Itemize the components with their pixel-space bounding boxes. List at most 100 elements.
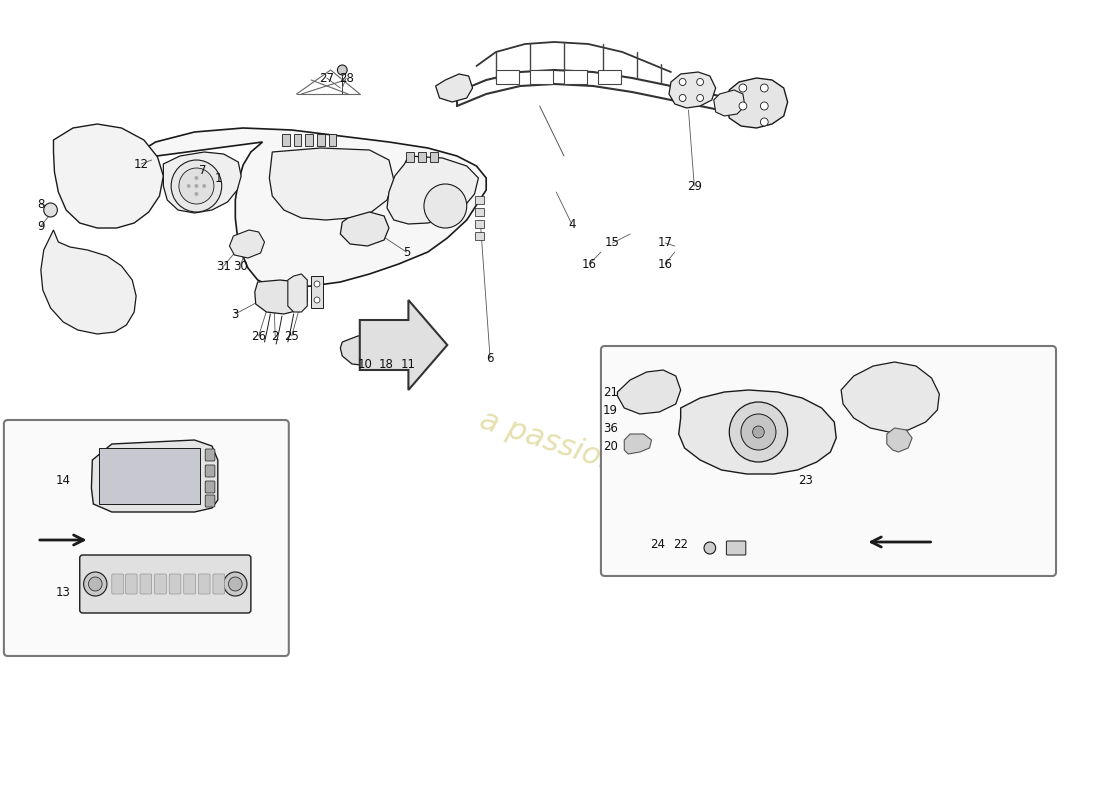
Polygon shape (436, 74, 473, 102)
Circle shape (696, 78, 704, 86)
Text: 17: 17 (658, 237, 672, 250)
Circle shape (424, 184, 466, 228)
Text: 11: 11 (400, 358, 416, 371)
FancyBboxPatch shape (317, 134, 324, 146)
Text: 18: 18 (378, 358, 394, 371)
Circle shape (741, 414, 776, 450)
Polygon shape (164, 152, 241, 213)
Circle shape (729, 402, 788, 462)
Text: 12: 12 (133, 158, 148, 170)
FancyBboxPatch shape (474, 220, 484, 228)
Text: arts: arts (826, 386, 1050, 483)
Text: Europ: Europ (661, 371, 990, 469)
Polygon shape (714, 90, 745, 116)
FancyBboxPatch shape (294, 134, 301, 146)
Text: 4: 4 (568, 218, 575, 230)
Circle shape (195, 192, 198, 196)
Text: 16: 16 (582, 258, 597, 270)
Text: 8: 8 (37, 198, 44, 210)
Circle shape (760, 118, 768, 126)
Text: 15: 15 (605, 237, 620, 250)
Polygon shape (126, 128, 486, 288)
FancyBboxPatch shape (206, 481, 214, 493)
Text: 20: 20 (603, 439, 618, 453)
FancyBboxPatch shape (430, 152, 438, 162)
Circle shape (739, 84, 747, 92)
Text: a passion for parts since 1985: a passion for parts since 1985 (476, 405, 924, 575)
Circle shape (195, 176, 198, 180)
FancyBboxPatch shape (496, 70, 519, 84)
Polygon shape (617, 370, 681, 414)
FancyBboxPatch shape (282, 134, 289, 146)
Text: 3: 3 (232, 307, 239, 321)
Polygon shape (288, 274, 307, 312)
FancyBboxPatch shape (598, 70, 622, 84)
Circle shape (315, 297, 320, 303)
Polygon shape (725, 78, 788, 128)
FancyBboxPatch shape (112, 574, 123, 594)
FancyBboxPatch shape (564, 70, 587, 84)
Polygon shape (41, 230, 136, 334)
Circle shape (338, 65, 348, 75)
Text: 7: 7 (198, 165, 206, 178)
FancyBboxPatch shape (474, 232, 484, 240)
FancyBboxPatch shape (198, 574, 210, 594)
Circle shape (187, 184, 190, 188)
FancyBboxPatch shape (206, 465, 214, 477)
Text: 6: 6 (486, 351, 494, 365)
Circle shape (760, 102, 768, 110)
Text: 29: 29 (686, 179, 702, 193)
FancyBboxPatch shape (311, 276, 322, 308)
Text: 5: 5 (403, 246, 410, 258)
FancyBboxPatch shape (125, 574, 138, 594)
Circle shape (202, 184, 206, 188)
FancyBboxPatch shape (99, 448, 200, 504)
Text: 19: 19 (603, 403, 618, 417)
Circle shape (315, 281, 320, 287)
Circle shape (679, 78, 686, 86)
Text: 10: 10 (358, 358, 372, 371)
Circle shape (752, 426, 764, 438)
FancyBboxPatch shape (474, 196, 484, 204)
FancyBboxPatch shape (474, 208, 484, 216)
FancyBboxPatch shape (206, 495, 214, 507)
FancyBboxPatch shape (601, 346, 1056, 576)
Polygon shape (270, 148, 394, 220)
Text: 25: 25 (284, 330, 299, 342)
Circle shape (696, 94, 704, 102)
Polygon shape (669, 72, 716, 108)
FancyBboxPatch shape (213, 574, 224, 594)
Text: 27: 27 (319, 71, 334, 85)
Polygon shape (54, 124, 164, 228)
Text: 16: 16 (658, 258, 672, 270)
FancyBboxPatch shape (4, 420, 289, 656)
Text: 30: 30 (233, 259, 248, 273)
Circle shape (760, 84, 768, 92)
Circle shape (172, 160, 222, 212)
Text: 26: 26 (251, 330, 266, 342)
Circle shape (739, 102, 747, 110)
FancyBboxPatch shape (418, 152, 426, 162)
Text: 14: 14 (56, 474, 70, 486)
Polygon shape (255, 280, 307, 314)
FancyBboxPatch shape (329, 134, 337, 146)
Text: 21: 21 (603, 386, 618, 398)
Text: 13: 13 (56, 586, 70, 598)
Polygon shape (340, 212, 389, 246)
Circle shape (223, 572, 248, 596)
Text: 9: 9 (37, 219, 45, 233)
Circle shape (229, 577, 242, 591)
Circle shape (179, 168, 213, 204)
Text: 24: 24 (650, 538, 664, 550)
Circle shape (44, 203, 57, 217)
FancyBboxPatch shape (140, 574, 152, 594)
FancyBboxPatch shape (407, 152, 415, 162)
Text: 36: 36 (603, 422, 618, 434)
FancyBboxPatch shape (79, 555, 251, 613)
Polygon shape (887, 428, 912, 452)
Text: 28: 28 (339, 71, 353, 85)
FancyBboxPatch shape (530, 70, 553, 84)
FancyBboxPatch shape (206, 449, 214, 461)
Circle shape (704, 542, 716, 554)
Polygon shape (230, 230, 264, 258)
